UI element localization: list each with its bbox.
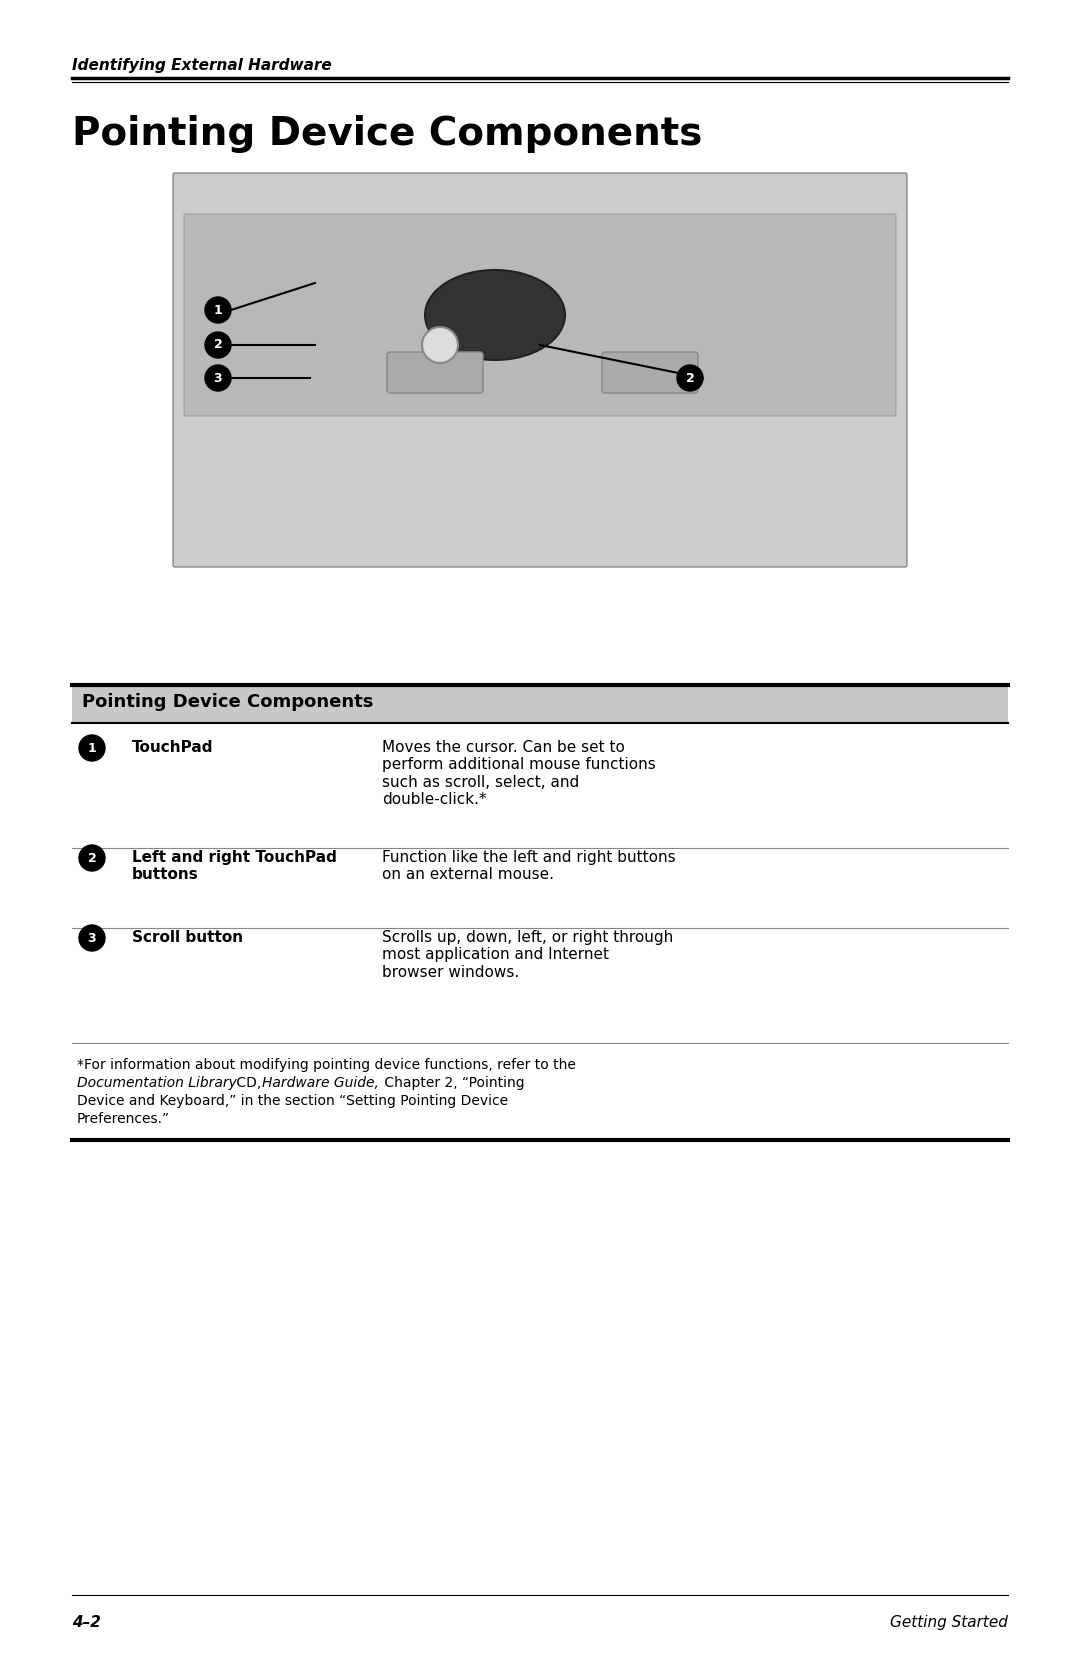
Text: Chapter 2, “Pointing: Chapter 2, “Pointing [380, 1077, 525, 1090]
Text: Identifying External Hardware: Identifying External Hardware [72, 58, 332, 73]
Text: 1: 1 [87, 741, 96, 754]
Text: 3: 3 [87, 931, 96, 945]
Text: 2: 2 [87, 851, 96, 865]
Circle shape [677, 366, 703, 391]
Text: *For information about modifying pointing device functions, refer to the: *For information about modifying pointin… [77, 1058, 576, 1088]
Text: Scrolls up, down, left, or right through
most application and Internet
browser w: Scrolls up, down, left, or right through… [382, 930, 673, 980]
Text: Moves the cursor. Can be set to
perform additional mouse functions
such as scrol: Moves the cursor. Can be set to perform … [382, 739, 656, 808]
Circle shape [79, 845, 105, 871]
Circle shape [205, 366, 231, 391]
Text: 3: 3 [214, 372, 222, 384]
FancyBboxPatch shape [184, 214, 896, 416]
FancyBboxPatch shape [602, 352, 698, 392]
Circle shape [79, 734, 105, 761]
Circle shape [205, 297, 231, 324]
Text: Left and right TouchPad
buttons: Left and right TouchPad buttons [132, 850, 337, 883]
Text: Function like the left and right buttons
on an external mouse.: Function like the left and right buttons… [382, 850, 676, 883]
Circle shape [79, 925, 105, 951]
Text: 2: 2 [214, 339, 222, 352]
Text: CD,: CD, [232, 1077, 266, 1090]
Text: 4–2: 4–2 [72, 1616, 100, 1631]
Circle shape [205, 332, 231, 357]
Text: Device and Keyboard,” in the section “Setting Pointing Device: Device and Keyboard,” in the section “Se… [77, 1093, 508, 1108]
FancyBboxPatch shape [173, 174, 907, 567]
Text: Getting Started: Getting Started [890, 1616, 1008, 1631]
Text: Hardware Guide,: Hardware Guide, [262, 1077, 379, 1090]
Text: Pointing Device Components: Pointing Device Components [82, 693, 374, 711]
Ellipse shape [426, 270, 565, 361]
Text: Scroll button: Scroll button [132, 930, 243, 945]
Text: TouchPad: TouchPad [132, 739, 214, 754]
Text: Pointing Device Components: Pointing Device Components [72, 115, 702, 154]
FancyBboxPatch shape [72, 684, 1008, 723]
Circle shape [422, 327, 458, 362]
Text: Documentation Library: Documentation Library [77, 1077, 237, 1090]
Text: 2: 2 [686, 372, 694, 384]
Text: Preferences.”: Preferences.” [77, 1112, 171, 1127]
FancyBboxPatch shape [387, 352, 483, 392]
Text: 1: 1 [214, 304, 222, 317]
